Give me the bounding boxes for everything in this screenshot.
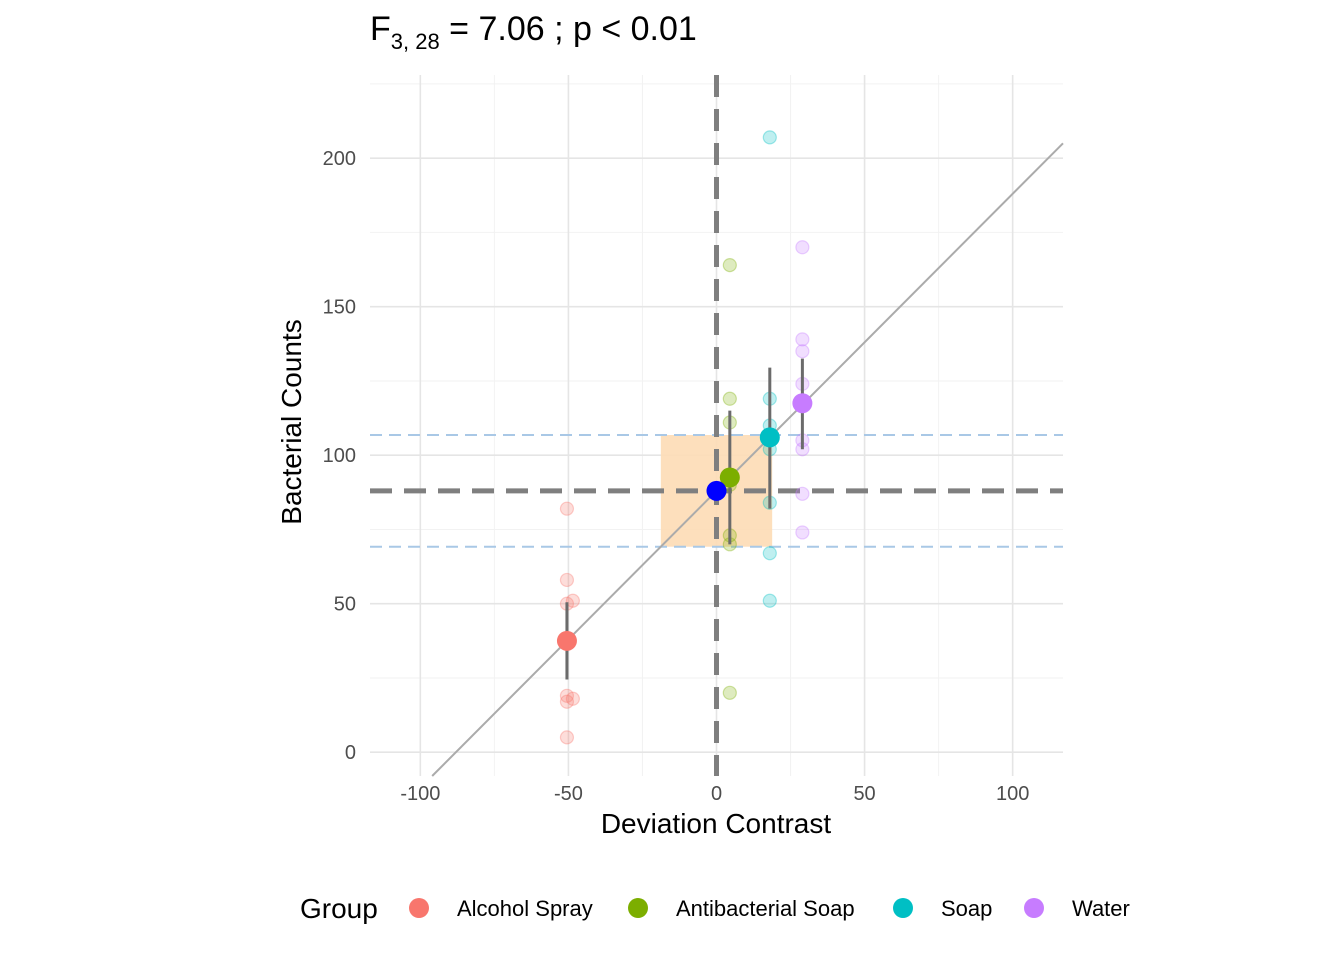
x-tick-label: 100 [996,783,1029,805]
observation-point [565,593,580,608]
observation-point [559,501,575,516]
title-prefix: F [370,10,391,48]
diagonal-line [431,142,1064,777]
legend-swatch [409,898,429,918]
title-rest: = 7.06 ; p < 0.01 [440,10,697,48]
observation-point [565,691,580,706]
y-tick-label: 0 [345,742,356,764]
observation-point [762,593,777,608]
group-mean-point [556,630,577,651]
observation-point [722,391,737,406]
chart-title: F3, 28 = 7.06 ; p < 0.01 [370,10,697,54]
observation-point [722,258,737,273]
y-tick-label: 200 [323,148,356,170]
reference-lines [370,75,1064,777]
observation-point [722,685,737,700]
legend-label: Alcohol Spray [457,896,593,921]
observation-point [795,344,810,359]
legend-swatch [1024,898,1044,918]
tick-labels: -100 -50 0 50 100 0 50 100 150 200 [323,148,1030,805]
x-tick-label: 50 [853,783,875,805]
observation-point [762,546,777,561]
data-points [556,130,813,745]
grand-mean-point [706,480,727,501]
x-axis-label: Deviation Contrast [601,808,832,839]
y-axis-label: Bacterial Counts [276,319,307,524]
y-tick-label: 100 [323,445,356,467]
group-mean-point [759,427,780,448]
x-tick-label: 0 [711,783,722,805]
legend-swatch [628,898,648,918]
observation-point [559,688,575,703]
x-tick-label: -100 [400,783,440,805]
observation-point [795,525,810,540]
observation-point [795,240,810,255]
y-tick-label: 150 [323,297,356,319]
observation-point [795,332,810,347]
y-tick-label: 50 [334,594,356,616]
legend-swatch [893,898,913,918]
legend-label: Soap [941,896,992,921]
group-mean-point [792,393,813,414]
observation-point [559,572,575,588]
legend: Group Alcohol Spray Antibacterial Soap Soa… [300,893,1130,924]
group-mean-point [719,467,740,488]
observation-point [762,130,777,145]
observation-point [559,694,575,709]
legend-label: Antibacterial Soap [676,896,855,921]
x-tick-label: -50 [554,783,583,805]
legend-title: Group [300,893,378,924]
legend-label: Water [1072,896,1130,921]
observation-point [559,730,575,745]
observation-point [795,486,810,501]
title-subscript: 3, 28 [391,29,440,54]
